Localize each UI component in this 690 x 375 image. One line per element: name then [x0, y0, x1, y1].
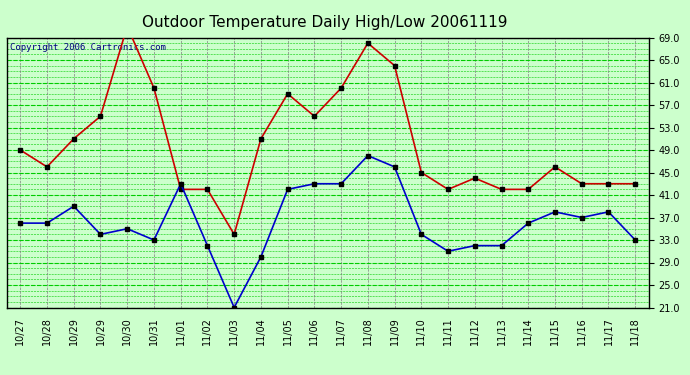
Text: Copyright 2006 Cartronics.com: Copyright 2006 Cartronics.com	[10, 43, 166, 52]
Text: Outdoor Temperature Daily High/Low 20061119: Outdoor Temperature Daily High/Low 20061…	[141, 15, 507, 30]
